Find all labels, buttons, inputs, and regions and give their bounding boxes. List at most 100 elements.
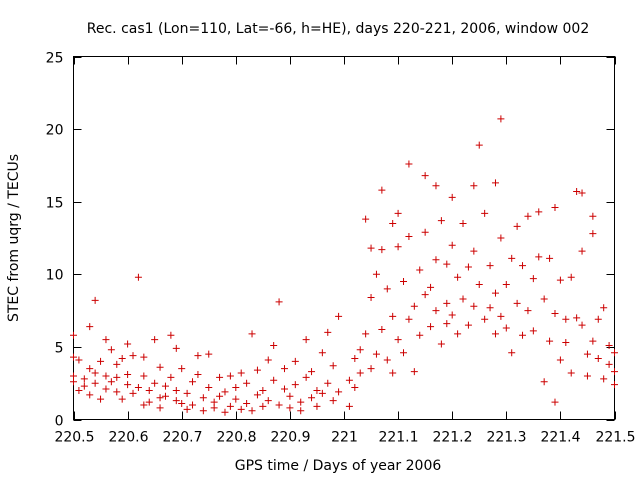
data-point [205, 384, 213, 392]
data-point [345, 402, 353, 410]
data-point [324, 379, 332, 387]
data-point [362, 215, 370, 223]
data-point [416, 331, 424, 339]
data-point [383, 285, 391, 293]
data-point [335, 312, 343, 320]
data-point [167, 373, 175, 381]
data-point [421, 291, 429, 299]
x-tick-label: 220.6 [108, 430, 148, 446]
data-point [232, 384, 240, 392]
data-point [318, 349, 326, 357]
data-point [481, 315, 489, 323]
data-point [178, 365, 186, 373]
data-point [356, 369, 364, 377]
data-point [416, 266, 424, 274]
data-point [286, 404, 294, 412]
data-point [291, 357, 299, 365]
data-point [400, 278, 408, 286]
data-point [291, 381, 299, 389]
data-point [107, 346, 115, 354]
data-point [172, 344, 180, 352]
data-point [167, 331, 175, 339]
data-point [464, 321, 472, 329]
data-point [437, 217, 445, 225]
data-point [367, 244, 375, 252]
data-point [140, 401, 148, 409]
data-point [491, 179, 499, 187]
data-point [345, 376, 353, 384]
data-point [189, 378, 197, 386]
data-point [394, 209, 402, 217]
data-point [497, 115, 505, 123]
y-tick-label: 5 [55, 341, 64, 357]
data-point [270, 376, 278, 384]
data-point [113, 373, 121, 381]
data-point [86, 323, 94, 331]
data-point [367, 294, 375, 302]
data-point [275, 401, 283, 409]
data-point [210, 404, 218, 412]
x-tick-label: 220.5 [54, 430, 94, 446]
plot-frame [73, 56, 615, 420]
data-point [194, 370, 202, 378]
x-tick-label: 220.7 [162, 430, 202, 446]
data-point [389, 369, 397, 377]
data-point [221, 388, 229, 396]
data-point [427, 323, 435, 331]
data-point [421, 172, 429, 180]
data-point [329, 397, 337, 405]
data-point [140, 372, 148, 380]
data-point [556, 356, 564, 364]
data-point [199, 407, 207, 415]
data-point [470, 302, 478, 310]
data-point [443, 299, 451, 307]
data-point [113, 388, 121, 396]
data-point [372, 270, 380, 278]
data-point [80, 382, 88, 390]
data-point [189, 401, 197, 409]
data-point [75, 386, 83, 394]
data-point [573, 188, 581, 196]
data-point [567, 273, 575, 281]
data-point [589, 230, 597, 238]
x-tick-label: 221.5 [595, 430, 635, 446]
x-tick-label: 221.1 [378, 430, 418, 446]
data-point [497, 312, 505, 320]
data-point [508, 254, 516, 262]
data-point [124, 340, 132, 348]
data-point [183, 405, 191, 413]
data-point [205, 350, 213, 358]
data-point [70, 353, 77, 361]
data-point [448, 311, 456, 319]
data-point [556, 276, 564, 284]
data-point [475, 141, 483, 149]
data-point [594, 315, 602, 323]
data-point [118, 355, 126, 363]
data-point [464, 263, 472, 271]
y-tick-label: 15 [46, 196, 64, 212]
data-point [508, 349, 516, 357]
data-point [410, 302, 418, 310]
data-point [253, 366, 261, 374]
x-tick-label: 221.2 [432, 430, 472, 446]
data-point [129, 389, 137, 397]
data-point [400, 349, 408, 357]
data-point [546, 337, 554, 345]
data-point [156, 394, 164, 402]
data-point [583, 372, 591, 380]
data-point [535, 253, 543, 261]
data-point [237, 405, 245, 413]
data-point [605, 341, 613, 349]
data-point [448, 193, 456, 201]
x-tick-labels: 220.5 220.6 220.7 220.8 220.9 221 221.1 221.2 22… [54, 430, 635, 446]
data-point [410, 368, 418, 376]
data-point [216, 392, 224, 400]
data-point [443, 260, 451, 268]
data-points [70, 115, 618, 416]
data-point [405, 160, 413, 168]
data-point [97, 357, 105, 365]
data-point [389, 312, 397, 320]
data-point [216, 373, 224, 381]
data-point [80, 375, 88, 383]
data-point [394, 243, 402, 251]
